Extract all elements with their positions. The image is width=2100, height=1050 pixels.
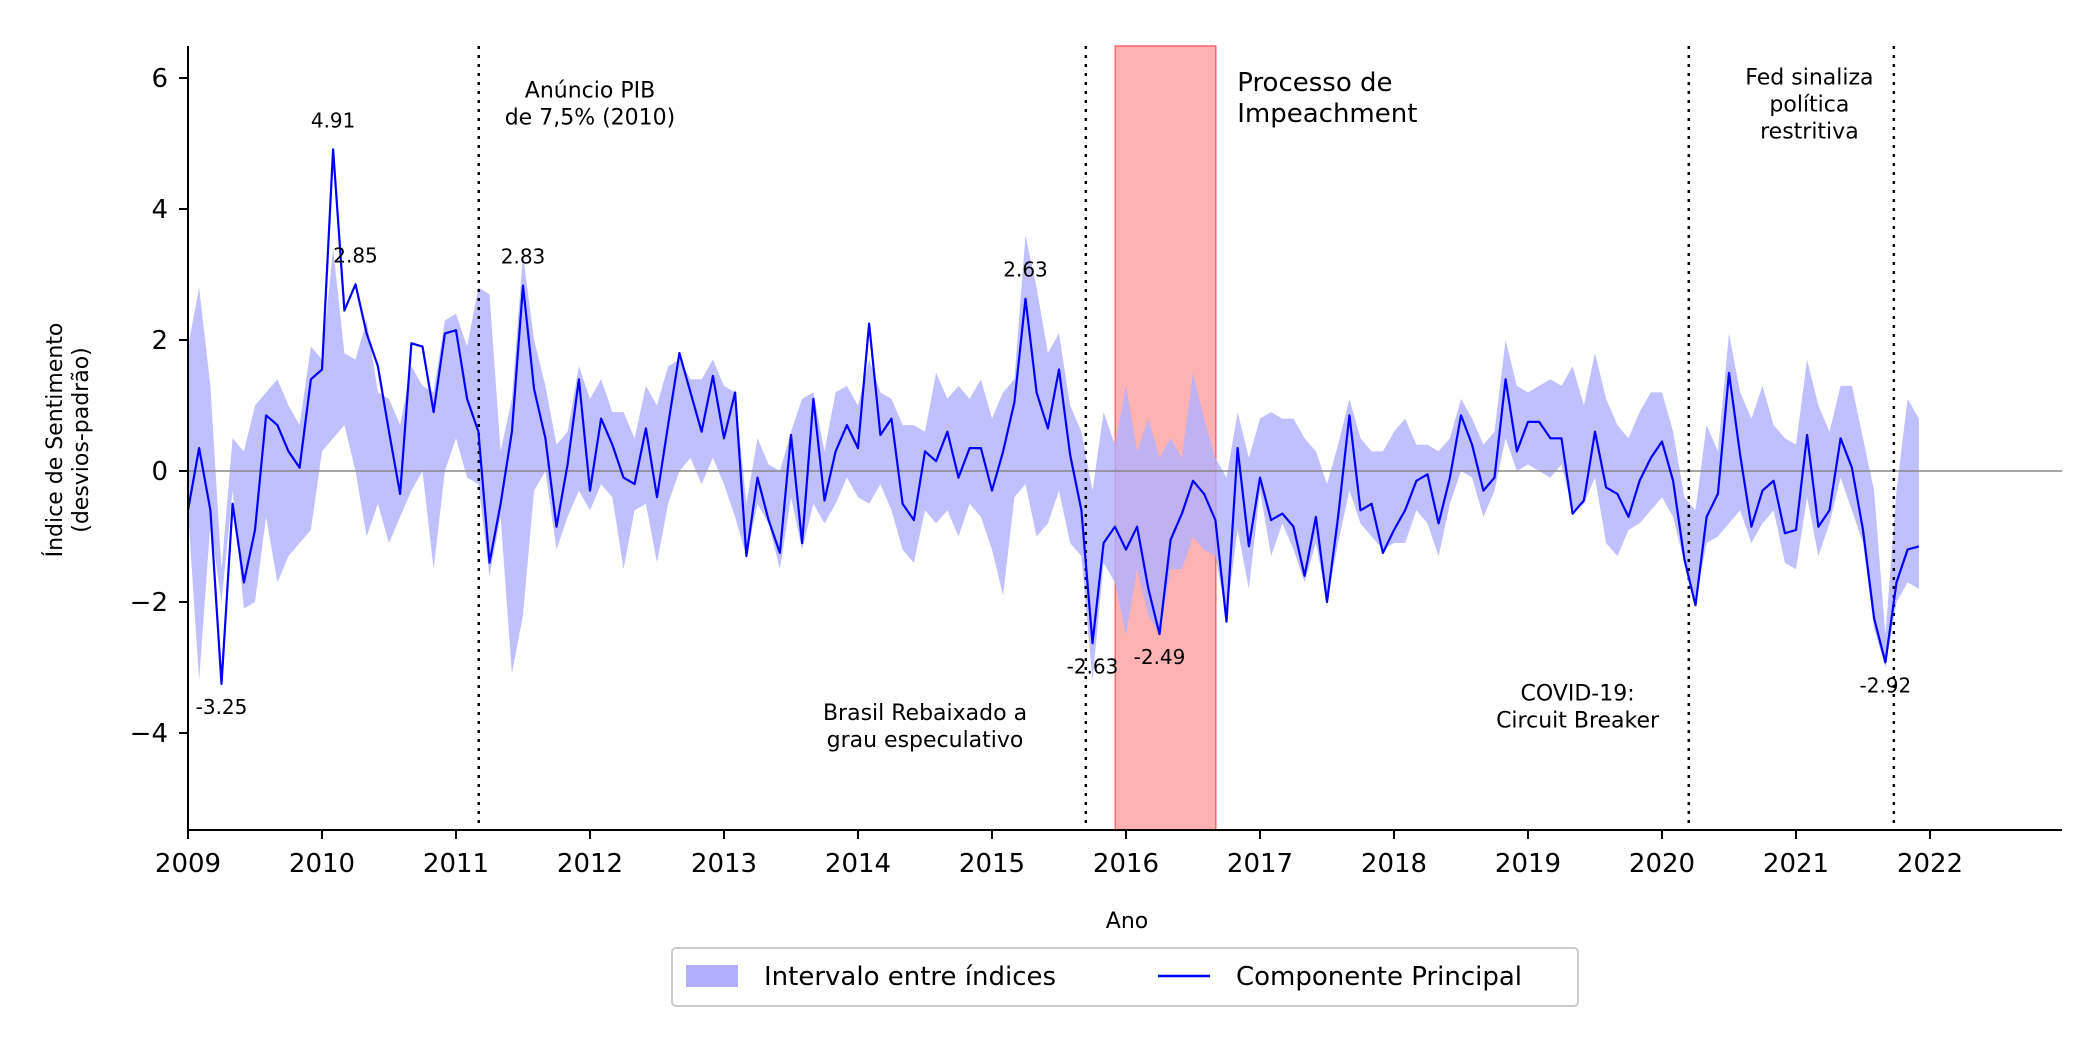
event-annotation-4: COVID-19: Circuit Breaker [1496,681,1660,733]
y-tick-label: −4 [130,719,168,749]
extreme-value-label: -2.63 [1067,654,1119,678]
event-annotation-line: Anúncio PIB [525,79,655,104]
x-tick-label: 2022 [1897,849,1963,879]
x-tick-label: 2020 [1629,849,1695,879]
event-annotation-line: Processo de [1237,68,1392,98]
y-axis-title-line: (desvios-padrão) [69,347,94,533]
y-tick-label: 2 [151,326,168,356]
x-axis-title: Ano [1106,909,1148,934]
plot-area [186,45,2062,831]
x-tick-label: 2016 [1093,849,1159,879]
y-tick-label: 4 [151,195,168,225]
event-annotation-line: política [1769,93,1849,118]
x-tick-label: 2009 [155,849,221,879]
y-tick-label: 6 [151,64,168,94]
extreme-value-label: 2.63 [1003,258,1048,282]
extreme-value-label: 2.83 [501,245,546,269]
event-annotation-line: COVID-19: [1521,681,1635,706]
event-annotation-line: restritiva [1760,120,1859,145]
event-annotation-line: Impeachment [1237,99,1417,129]
event-annotation-3: Brasil Rebaixado a grau especulativo [823,701,1027,753]
extreme-value-label: -2.92 [1860,673,1912,697]
x-tick-label: 2011 [423,849,489,879]
legend-frame [671,947,1579,1007]
x-tick-label: 2018 [1361,849,1427,879]
event-annotation-5: Fed sinaliza política restritiva [1745,66,1873,145]
x-tick-label: 2019 [1495,849,1561,879]
y-axis-title-line: Índice de Sentimento [42,323,68,558]
event-annotation-line: grau especulativo [827,728,1024,753]
principal-component-line [186,148,1920,686]
legend-label-band: Intervalo entre índices [764,962,1056,992]
axes: −4 −2 0 2 4 6 2009 2010 2011 2012 2013 2014 2015 2016… [42,46,2062,934]
x-tick-label: 2021 [1763,849,1829,879]
extreme-value-label: 4.91 [311,108,356,132]
x-tick-label: 2012 [557,849,623,879]
x-tick-label: 2013 [691,849,757,879]
index-range-band [188,235,1919,681]
y-axis-title: Índice de Sentimento(desvios-padrão) [42,323,94,558]
y-tick-label: 0 [151,457,168,487]
x-tick-label: 2017 [1227,849,1293,879]
x-tick-label: 2010 [289,849,355,879]
legend-swatch-band [686,965,738,987]
annotations: Anúncio PIB de 7,5% (2010) Processo de Impe… [196,66,1912,753]
x-tick-label: 2015 [959,849,1025,879]
extreme-value-label: -2.49 [1134,645,1186,669]
legend: Intervalo entre índices Componente Princ… [671,947,1579,1007]
event-annotation-line: Brasil Rebaixado a [823,701,1027,726]
event-annotation-line: de 7,5% (2010) [505,106,676,131]
event-annotation-line: Circuit Breaker [1496,708,1660,733]
event-annotation-2: Processo de Impeachment [1237,68,1417,129]
event-annotation-line: Fed sinaliza [1745,66,1873,91]
event-annotation-1: Anúncio PIB de 7,5% (2010) [505,79,676,131]
y-tick-label: −2 [130,588,168,618]
legend-label-line: Componente Principal [1236,962,1522,992]
extreme-value-label: 2.85 [333,243,378,267]
extreme-value-label: -3.25 [196,695,248,719]
x-tick-label: 2014 [825,849,891,879]
